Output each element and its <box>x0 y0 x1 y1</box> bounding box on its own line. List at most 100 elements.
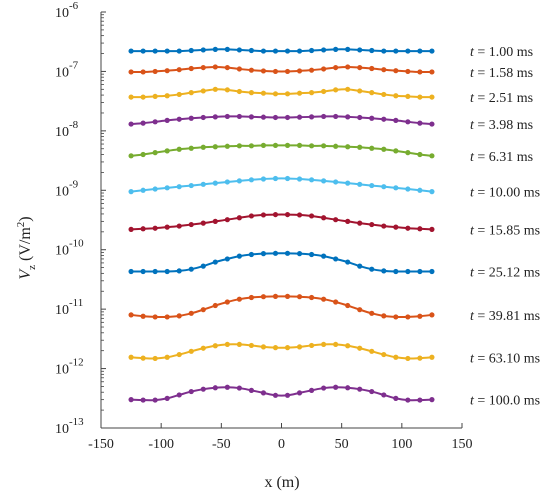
data-point <box>272 250 279 256</box>
data-point <box>381 146 387 152</box>
series-line <box>130 295 433 319</box>
data-point <box>248 143 255 149</box>
series-5 <box>128 175 435 195</box>
data-point <box>224 113 230 120</box>
data-point <box>369 90 375 96</box>
data-point <box>176 268 182 274</box>
data-point <box>152 397 158 403</box>
series-line <box>131 343 432 360</box>
data-point <box>272 142 279 148</box>
y-axis-title: Vz (V/m2) <box>15 216 38 279</box>
data-point <box>224 341 230 348</box>
legend-entry: t = 6.31 ms <box>470 150 533 165</box>
data-point <box>405 150 411 156</box>
data-point <box>164 224 170 230</box>
data-point <box>188 266 194 272</box>
data-point <box>188 145 194 151</box>
data-point <box>224 256 230 262</box>
data-point <box>296 48 303 54</box>
data-point <box>152 225 158 231</box>
series-10 <box>128 384 435 403</box>
data-point <box>308 213 315 219</box>
legend-entry: t = 25.12 ms <box>470 265 540 280</box>
data-point <box>188 388 194 395</box>
data-point <box>164 117 170 123</box>
data-point <box>128 94 134 100</box>
data-point <box>393 314 399 320</box>
data-point <box>176 116 182 122</box>
data-point <box>200 47 206 53</box>
series-line <box>131 65 432 73</box>
data-point <box>272 293 279 299</box>
data-point <box>321 47 327 53</box>
data-point <box>272 211 279 218</box>
data-point <box>308 67 315 73</box>
data-point <box>393 268 399 275</box>
data-point <box>212 64 218 70</box>
data-point <box>417 48 423 54</box>
series-3 <box>128 113 435 127</box>
data-point <box>236 88 242 95</box>
legend-entry: t = 1.58 ms <box>470 66 533 81</box>
data-point <box>236 143 242 149</box>
data-point <box>272 91 279 97</box>
data-point <box>321 253 327 259</box>
data-point <box>357 307 363 313</box>
y-tick-label: 10-12 <box>55 357 84 378</box>
data-point <box>176 223 182 229</box>
data-point <box>357 114 363 121</box>
data-point <box>333 143 339 149</box>
data-point <box>140 187 146 193</box>
data-point <box>152 68 158 75</box>
y-tick-label: 10-7 <box>55 59 79 80</box>
data-point <box>345 144 351 150</box>
data-point <box>393 224 399 230</box>
data-point <box>188 47 194 54</box>
y-tick-label: 10-6 <box>55 0 79 21</box>
data-point <box>272 114 279 121</box>
data-point <box>260 344 267 350</box>
y-tick-label: 10-13 <box>55 416 84 437</box>
data-point <box>260 251 267 257</box>
data-point <box>200 114 206 121</box>
data-point <box>260 142 267 148</box>
data-point <box>188 221 194 228</box>
data-point <box>176 67 182 73</box>
data-point <box>417 355 423 361</box>
data-point <box>128 69 134 75</box>
series-line <box>130 144 433 157</box>
data-point <box>188 348 194 354</box>
data-point <box>212 46 218 52</box>
data-point <box>345 343 351 349</box>
data-point <box>357 88 363 94</box>
data-point <box>236 385 242 391</box>
data-point <box>224 46 230 52</box>
data-point <box>429 94 435 100</box>
data-point <box>321 66 327 72</box>
data-point <box>188 90 194 96</box>
data-point <box>381 184 387 190</box>
data-point <box>369 145 375 151</box>
data-point <box>321 88 327 95</box>
data-point <box>128 121 134 127</box>
data-point <box>381 351 387 358</box>
data-point <box>357 47 363 53</box>
data-point <box>212 385 218 391</box>
data-point <box>321 296 327 302</box>
series-8 <box>128 293 435 320</box>
data-point <box>128 397 134 403</box>
data-point <box>393 68 399 74</box>
data-point <box>140 94 146 100</box>
y-tick-label: 10-9 <box>55 178 79 199</box>
data-point <box>417 397 423 403</box>
series-line <box>130 177 433 193</box>
data-point <box>345 259 351 265</box>
data-point <box>224 179 230 185</box>
y-tick-label: 10-10 <box>55 238 84 259</box>
series-0 <box>128 46 435 54</box>
data-point <box>200 386 206 392</box>
data-point <box>212 180 218 186</box>
data-point <box>308 143 315 149</box>
data-point <box>369 47 375 54</box>
data-point <box>224 217 230 223</box>
